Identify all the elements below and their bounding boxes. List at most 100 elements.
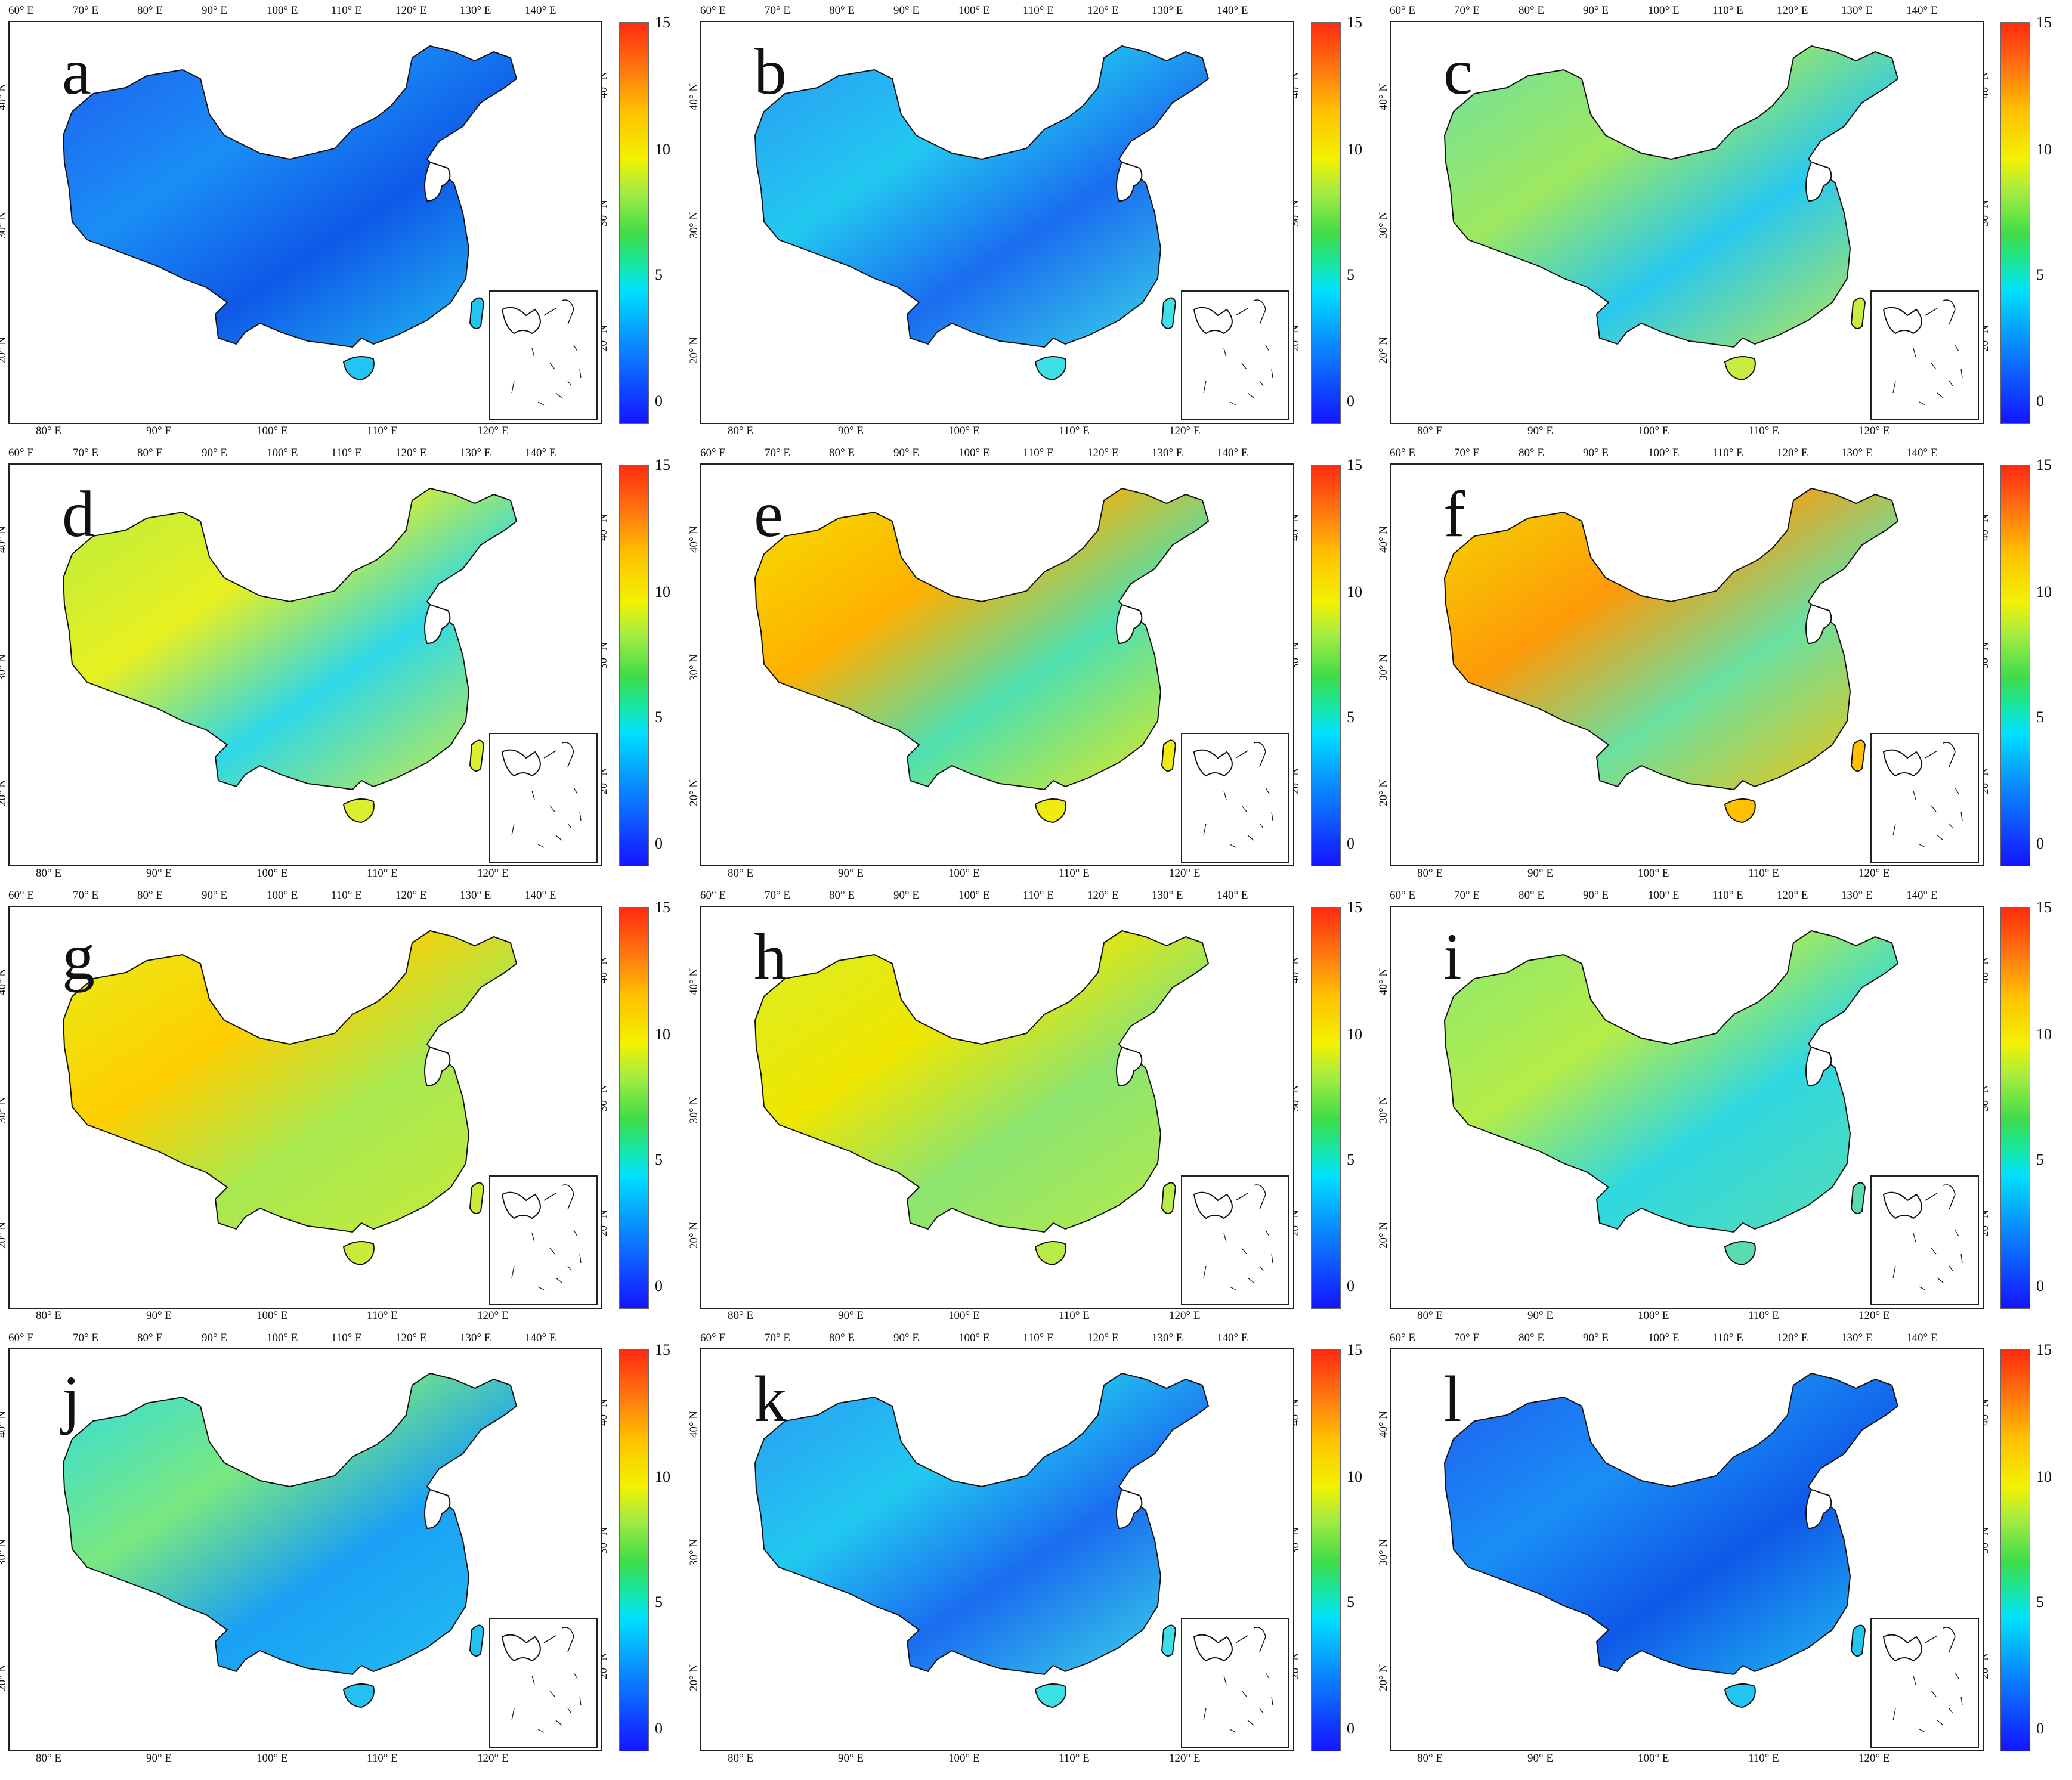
lat-tick-left: 40° N xyxy=(688,968,700,995)
lon-tick-top: 120° E xyxy=(1777,447,1808,459)
lon-tick-bottom: 110° E xyxy=(367,425,398,437)
lon-tick-top: 70° E xyxy=(73,447,98,459)
lon-tick-top: 130° E xyxy=(1841,447,1873,459)
lon-tick-top: 140° E xyxy=(1906,1332,1938,1344)
lon-tick-bottom: 110° E xyxy=(1748,867,1779,880)
map-panel-k: 60° E 70° E 80° E 90° E 100° E 110° E 120° E 13… xyxy=(688,1327,1378,1769)
colorbar-tick: 15 xyxy=(2036,899,2052,916)
panel-letter: g xyxy=(62,920,95,993)
map-panel-j: 60° E 70° E 80° E 90° E 100° E 110° E 120° E 13… xyxy=(0,1327,686,1769)
lon-tick-bottom: 110° E xyxy=(367,1310,398,1322)
lon-tick-top: 130° E xyxy=(460,4,491,17)
lon-tick-bottom: 120° E xyxy=(1858,1310,1890,1322)
lat-tick-left: 40° N xyxy=(1377,968,1390,995)
lon-tick-top: 100° E xyxy=(1648,447,1680,459)
colorbar-tick: 10 xyxy=(1347,583,1362,600)
lon-tick-bottom: 80° E xyxy=(1417,425,1443,437)
colorbar xyxy=(1311,465,1341,866)
lon-tick-top: 100° E xyxy=(267,889,298,902)
lon-tick-top: 130° E xyxy=(1841,4,1873,17)
lon-tick-bottom: 110° E xyxy=(1059,1310,1090,1322)
lat-tick-left: 20° N xyxy=(0,1222,8,1249)
lon-tick-top: 60° E xyxy=(1390,4,1415,17)
map-frame: g xyxy=(8,906,602,1309)
lon-tick-top: 120° E xyxy=(1777,1332,1808,1344)
lon-tick-bottom: 90° E xyxy=(146,867,172,880)
colorbar-tick: 15 xyxy=(1347,1341,1362,1358)
lon-tick-bottom: 120° E xyxy=(1858,867,1890,880)
lon-tick-top: 100° E xyxy=(958,447,990,459)
lon-tick-bottom: 90° E xyxy=(838,1310,864,1322)
colorbar-tick: 15 xyxy=(655,14,670,31)
colorbar-tick: 5 xyxy=(1347,266,1354,283)
lon-tick-top: 80° E xyxy=(829,447,855,459)
colorbar-tick: 0 xyxy=(1347,392,1354,410)
lat-tick-left: 40° N xyxy=(1377,1410,1390,1438)
lon-tick-top: 110° E xyxy=(1712,4,1743,17)
lon-tick-top: 130° E xyxy=(460,889,491,902)
lon-tick-bottom: 80° E xyxy=(1417,867,1443,880)
lon-tick-top: 80° E xyxy=(137,1332,163,1344)
map-panel-l: 60° E 70° E 80° E 90° E 100° E 110° E 120° E 13… xyxy=(1377,1327,2067,1769)
lon-tick-top: 100° E xyxy=(1648,4,1680,17)
lon-tick-top: 140° E xyxy=(525,889,556,902)
colorbar-tick: 15 xyxy=(1347,456,1362,473)
map-panel-f: 60° E 70° E 80° E 90° E 100° E 110° E 120° E 13… xyxy=(1377,442,2067,884)
south-china-sea-inset xyxy=(489,1618,598,1748)
panel-letter: e xyxy=(754,478,783,550)
lon-tick-top: 90° E xyxy=(1583,4,1609,17)
map-frame: d xyxy=(8,463,602,866)
lon-tick-top: 140° E xyxy=(1217,889,1248,902)
lon-tick-bottom: 110° E xyxy=(1059,867,1090,880)
lon-tick-top: 140° E xyxy=(1906,4,1938,17)
lon-tick-top: 80° E xyxy=(829,1332,855,1344)
lon-tick-bottom: 90° E xyxy=(1527,1310,1553,1322)
lon-tick-top: 110° E xyxy=(1712,1332,1743,1344)
lat-tick-left: 30° N xyxy=(0,1097,8,1123)
lon-tick-top: 110° E xyxy=(1023,1332,1054,1344)
south-china-sea-inset xyxy=(489,733,598,863)
colorbar-tick: 15 xyxy=(1347,14,1362,31)
lon-tick-top: 60° E xyxy=(1390,889,1415,902)
south-china-sea-inset xyxy=(1181,1618,1289,1748)
lon-tick-bottom: 120° E xyxy=(477,867,509,880)
colorbar-tick: 15 xyxy=(655,899,670,916)
map-frame: j xyxy=(8,1348,602,1751)
lon-tick-top: 90° E xyxy=(893,1332,919,1344)
lon-tick-top: 60° E xyxy=(700,1332,726,1344)
china-map xyxy=(754,487,1210,824)
colorbar xyxy=(1311,907,1341,1309)
lon-tick-bottom: 90° E xyxy=(838,1752,864,1764)
lon-tick-top: 70° E xyxy=(1454,4,1480,17)
lon-tick-top: 110° E xyxy=(331,4,362,17)
colorbar xyxy=(619,22,649,424)
colorbar xyxy=(619,465,649,866)
map-frame: i xyxy=(1390,906,1984,1309)
lon-tick-top: 80° E xyxy=(829,4,855,17)
lon-tick-top: 80° E xyxy=(829,889,855,902)
lat-tick-left: 30° N xyxy=(1377,1538,1390,1566)
colorbar-tick: 10 xyxy=(1347,141,1362,158)
lon-tick-top: 140° E xyxy=(1217,447,1248,459)
lon-tick-top: 140° E xyxy=(1217,1332,1248,1344)
lon-tick-top: 100° E xyxy=(267,4,298,17)
colorbar-tick: 0 xyxy=(2036,1720,2044,1737)
colorbar-tick: 15 xyxy=(2036,456,2052,473)
lat-tick-left: 30° N xyxy=(688,1096,700,1123)
lon-tick-bottom: 120° E xyxy=(1169,1310,1201,1322)
map-frame: c xyxy=(1390,21,1984,424)
lon-tick-bottom: 80° E xyxy=(36,1752,61,1764)
china-map xyxy=(1443,487,1899,824)
lat-tick-left: 40° N xyxy=(1377,525,1390,553)
lon-tick-bottom: 110° E xyxy=(367,867,398,880)
lon-tick-top: 140° E xyxy=(1906,447,1938,459)
colorbar-tick: 10 xyxy=(1347,1468,1362,1485)
lat-tick-left: 20° N xyxy=(688,779,700,806)
lon-tick-bottom: 90° E xyxy=(1527,425,1553,437)
lon-tick-bottom: 90° E xyxy=(146,1752,172,1764)
colorbar-tick: 0 xyxy=(655,835,663,852)
lon-tick-top: 120° E xyxy=(395,447,427,459)
colorbar-tick: 0 xyxy=(655,392,663,410)
colorbar-tick: 10 xyxy=(655,141,670,158)
